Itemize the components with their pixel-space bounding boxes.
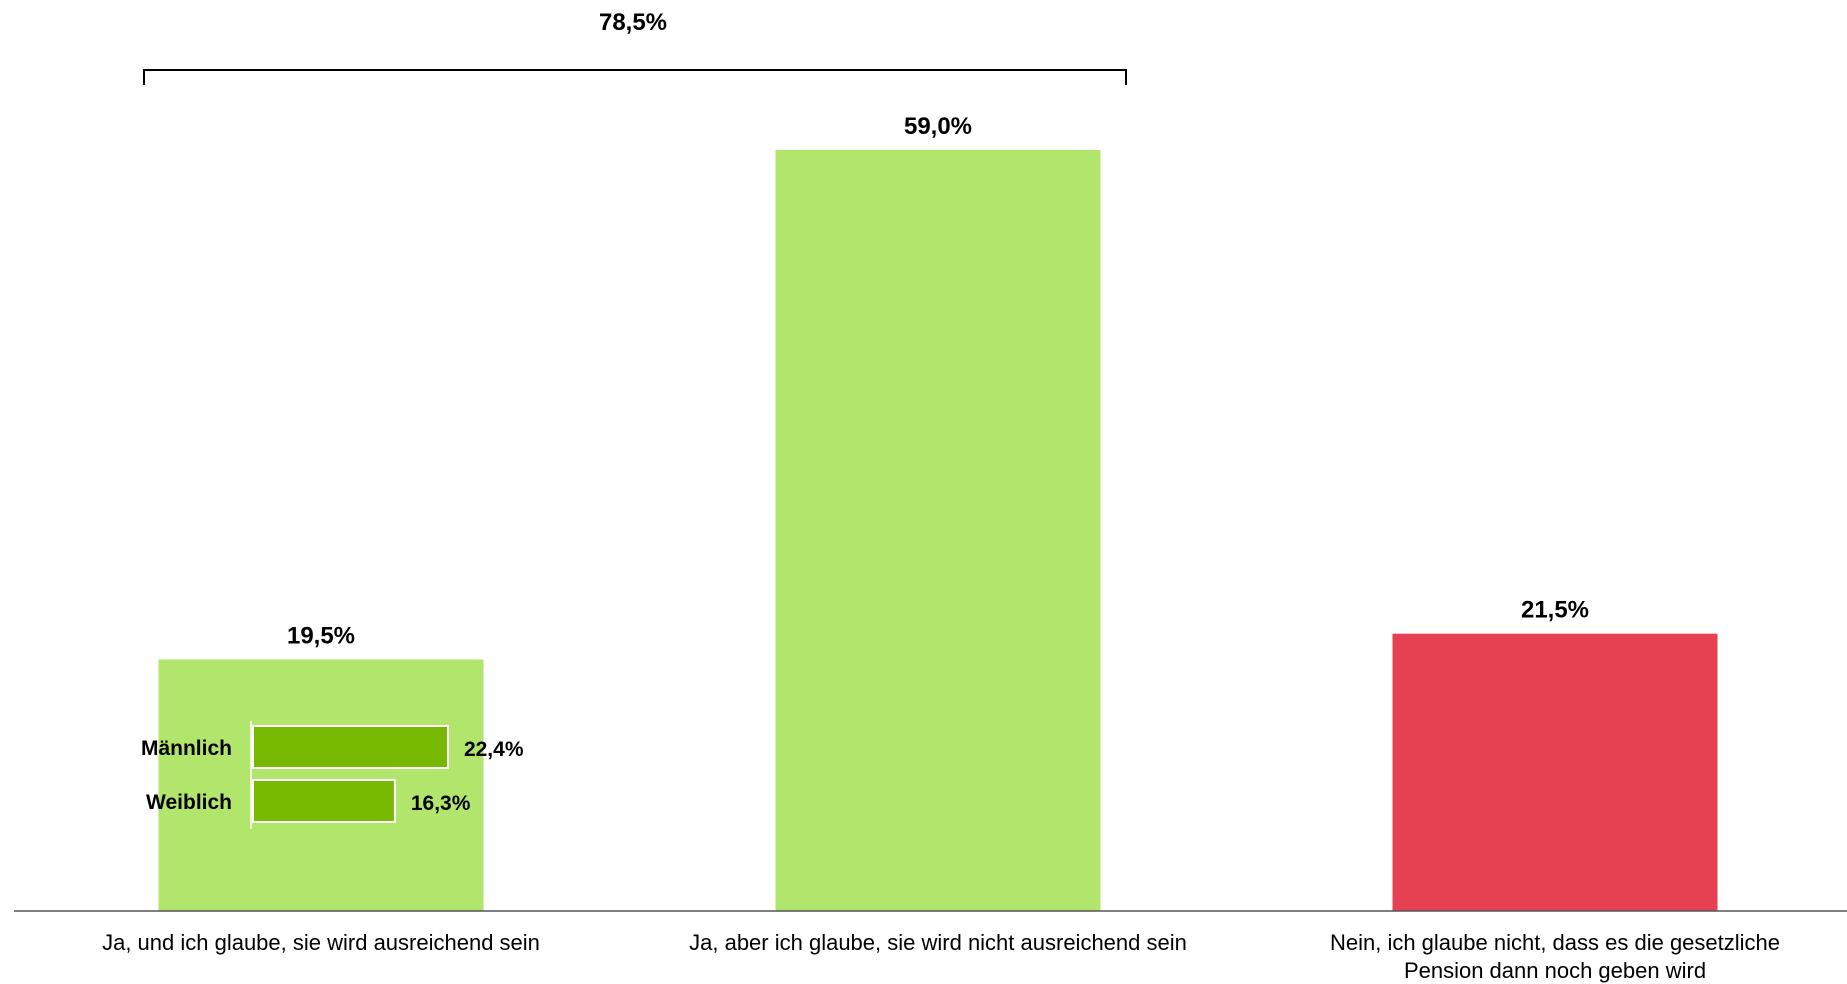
category-labels: Ja, und ich glaube, sie wird ausreichend… [102, 930, 1780, 983]
category-label-1: Ja, und ich glaube, sie wird ausreichend… [102, 930, 540, 955]
inset-category-label-1: Männlich [141, 737, 232, 760]
category-label-3-line-2: Pension dann noch geben wird [1404, 958, 1706, 983]
inset-value-label-1: 22,4% [464, 738, 524, 761]
bar-2 [775, 150, 1101, 911]
gender-inset: Männlich 22,4% Weiblich 16,3% [141, 721, 524, 829]
bracket-label: 78,5% [599, 9, 667, 36]
inset-bar-1 [252, 725, 449, 769]
bar-3 [1392, 633, 1718, 911]
bars: 19,5% 59,0% 21,5% [158, 113, 1718, 911]
value-label-1: 19,5% [287, 622, 355, 649]
value-label-3: 21,5% [1521, 597, 1589, 624]
inset-bar-2 [252, 779, 396, 823]
bracket: 78,5% [143, 9, 1127, 85]
category-label-2: Ja, aber ich glaube, sie wird nicht ausr… [689, 930, 1187, 955]
category-label-3-line-1: Nein, ich glaube nicht, dass es die gese… [1330, 930, 1780, 955]
inset-category-label-2: Weiblich [146, 791, 232, 814]
bracket-line [143, 69, 1127, 85]
value-label-2: 59,0% [904, 113, 972, 140]
inset-value-label-2: 16,3% [411, 792, 471, 815]
